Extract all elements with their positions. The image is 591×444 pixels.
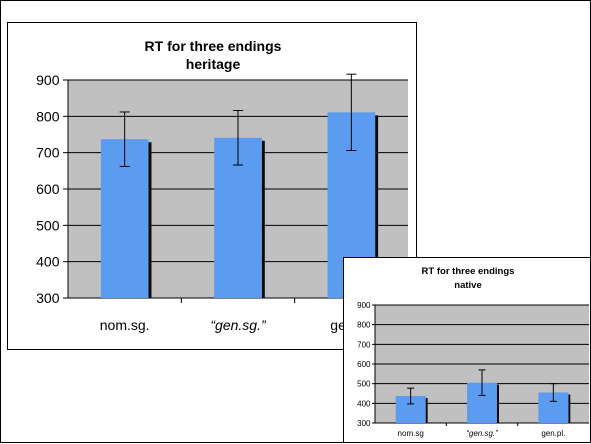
chart-title: RT for three endings	[422, 266, 515, 277]
x-category-label-1: “gen.sg.”	[466, 429, 498, 438]
y-tick-label: 400	[36, 254, 60, 270]
chart-subtitle: heritage	[186, 56, 241, 72]
x-category-label-0: nom.sg.	[100, 317, 150, 333]
y-tick-label: 900	[357, 301, 371, 310]
y-tick-label: 700	[357, 340, 371, 349]
bar-shadow-2	[375, 115, 379, 298]
y-tick-label: 300	[36, 290, 60, 306]
y-tick-label: 700	[36, 145, 60, 161]
y-tick-label: 300	[357, 419, 371, 428]
bar-shadow-0	[425, 398, 428, 423]
y-tick-label: 500	[357, 380, 371, 389]
chart-subtitle: native	[454, 280, 481, 291]
bar-shadow-1	[261, 140, 265, 298]
bar-shadow-2	[568, 394, 571, 423]
y-tick-label: 600	[357, 360, 371, 369]
bar-shadow-0	[148, 142, 152, 298]
y-tick-label: 800	[36, 108, 60, 124]
y-tick-label: 900	[36, 72, 60, 88]
y-tick-label: 500	[36, 217, 60, 233]
chart-native: RT for three endings native 300 400 500 600 70…	[343, 257, 591, 443]
y-tick-label: 600	[36, 181, 60, 197]
x-category-label-0: nom.sg	[398, 429, 424, 438]
bar-shadow-1	[496, 384, 499, 423]
chart-native-svg: RT for three endings native 300 400 500 600 70…	[357, 266, 589, 438]
y-tick-label: 800	[357, 321, 371, 330]
x-category-label-2: gen.pl.	[541, 429, 565, 438]
y-tick-label: 400	[357, 399, 371, 408]
chart-title: RT for three endings	[145, 38, 282, 54]
x-category-label-1: “gen.sg.”	[210, 317, 267, 333]
